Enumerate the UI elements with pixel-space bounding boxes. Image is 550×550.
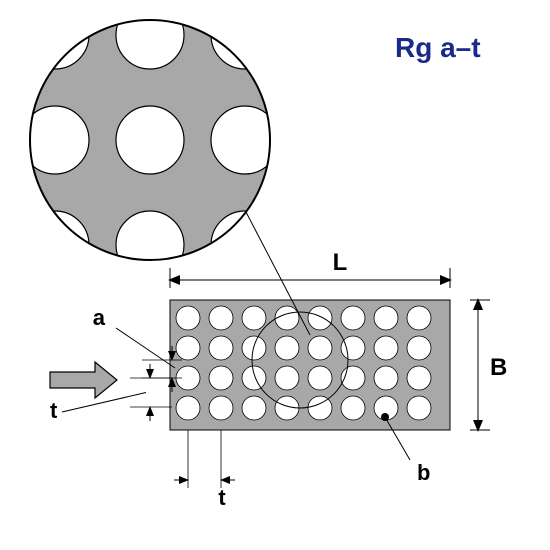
sheet-hole — [374, 336, 398, 360]
label-L: L — [333, 249, 348, 276]
sheet-hole — [341, 396, 365, 420]
mag-hole — [116, 106, 184, 174]
direction-arrow-icon — [50, 362, 117, 398]
magnifier-view — [21, 1, 279, 279]
sheet-hole — [275, 336, 299, 360]
sheet-hole — [407, 336, 431, 360]
mag-hole — [116, 211, 184, 279]
sheet-hole — [209, 366, 233, 390]
label-B: B — [490, 354, 507, 381]
mag-hole — [21, 211, 89, 279]
sheet-hole — [308, 336, 332, 360]
sheet-hole — [407, 396, 431, 420]
sheet-hole — [374, 366, 398, 390]
sheet-hole — [407, 366, 431, 390]
sheet-hole — [341, 306, 365, 330]
sheet-hole — [308, 366, 332, 390]
sheet-hole — [374, 306, 398, 330]
diagram-title: Rg a–t — [395, 32, 481, 64]
sheet-hole — [209, 336, 233, 360]
sheet-hole — [209, 396, 233, 420]
sheet-hole — [176, 396, 200, 420]
mag-hole — [211, 106, 279, 174]
sheet-hole — [308, 306, 332, 330]
label-t-v: t — [50, 398, 58, 423]
sheet-hole — [308, 396, 332, 420]
sheet-hole — [242, 306, 266, 330]
mag-hole — [21, 1, 89, 69]
sheet-hole — [407, 306, 431, 330]
sheet-hole — [176, 336, 200, 360]
sheet-hole — [242, 396, 266, 420]
sheet-hole — [242, 366, 266, 390]
mag-hole — [116, 1, 184, 69]
label-b: b — [417, 460, 430, 485]
sheet-hole — [209, 306, 233, 330]
mag-hole — [211, 1, 279, 69]
label-t-h: t — [218, 485, 226, 510]
sheet-hole — [176, 306, 200, 330]
sheet-hole — [275, 306, 299, 330]
sheet-hole — [341, 336, 365, 360]
sheet-hole — [275, 366, 299, 390]
mag-hole — [211, 211, 279, 279]
label-a: a — [93, 305, 106, 330]
mag-hole — [21, 106, 89, 174]
